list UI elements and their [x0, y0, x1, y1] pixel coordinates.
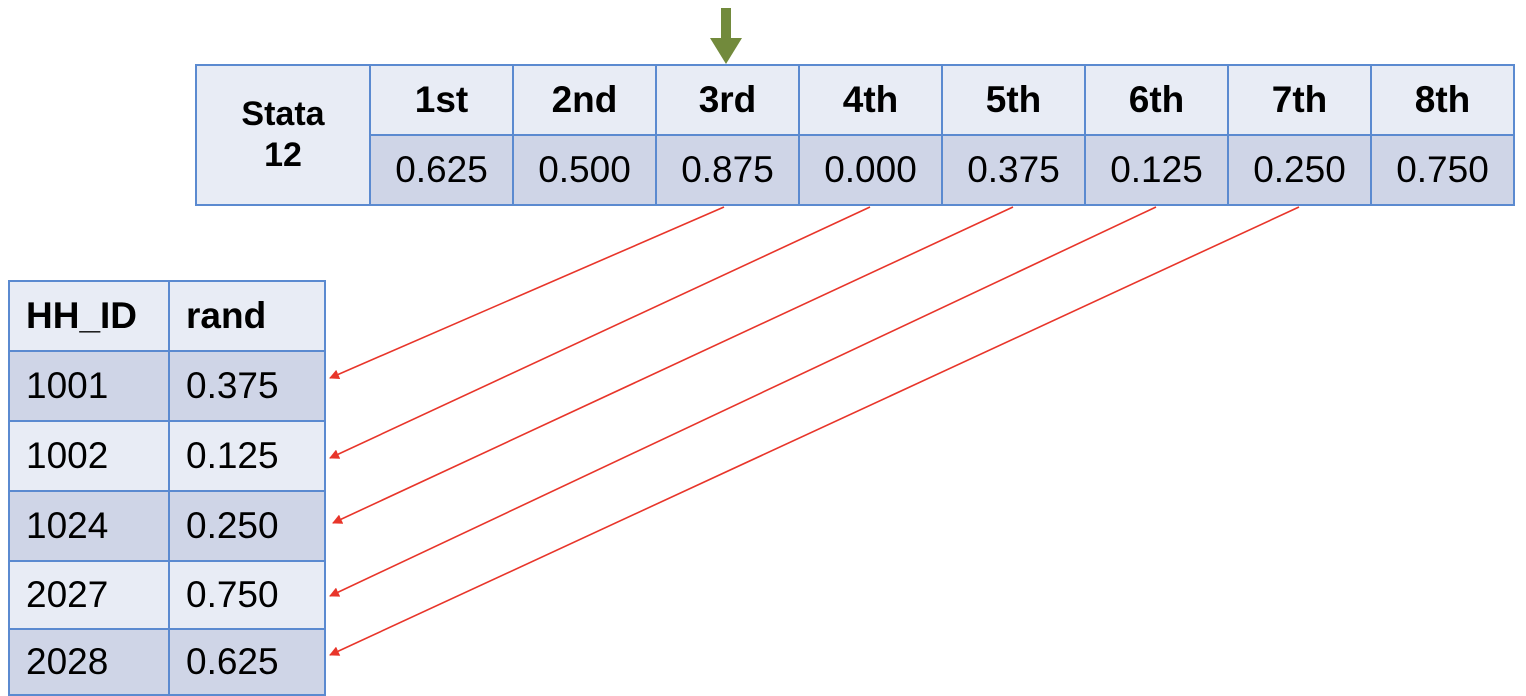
order-value-7th: 0.250 [1227, 134, 1372, 206]
rand-cell: 0.625 [168, 628, 326, 696]
mapping-arrow-7th-to-2028 [329, 206, 1300, 656]
hh-id-cell: 1024 [8, 490, 170, 562]
mapping-arrow-5th-to-1024 [332, 206, 1014, 524]
stata-version-label: Stata 12 [195, 64, 371, 206]
order-value-1st: 0.625 [369, 134, 514, 206]
hh-id-cell: 2027 [8, 560, 170, 630]
mapping-arrow-6th-to-2027 [329, 206, 1157, 597]
stata-label-line1: Stata [241, 95, 325, 134]
order-value-8th: 0.750 [1370, 134, 1515, 206]
order-value-4th: 0.000 [798, 134, 943, 206]
mapping-arrow-4th-to-1002 [329, 206, 871, 459]
order-header-7th: 7th [1227, 64, 1372, 136]
hh-id-cell: 1002 [8, 420, 170, 492]
order-value-2nd: 0.500 [512, 134, 657, 206]
stata-label-line2: 12 [264, 136, 302, 174]
order-header-4th: 4th [798, 64, 943, 136]
rand-cell: 0.250 [168, 490, 326, 562]
mapping-arrow-3rd-to-1001 [329, 206, 725, 380]
order-header-1st: 1st [369, 64, 514, 136]
order-value-6th: 0.125 [1084, 134, 1229, 206]
pointer-arrow-icon [710, 8, 742, 64]
rand-cell: 0.125 [168, 420, 326, 492]
order-header-8th: 8th [1370, 64, 1515, 136]
rand-cell: 0.375 [168, 350, 326, 422]
hh-id-cell: 2028 [8, 628, 170, 696]
order-value-3rd: 0.875 [655, 134, 800, 206]
column-header-rand: rand [168, 280, 326, 352]
